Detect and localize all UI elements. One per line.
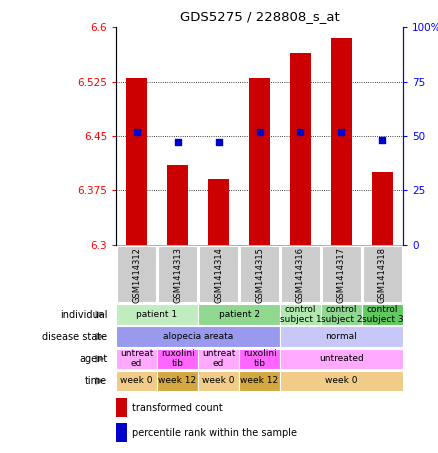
Text: alopecia areata: alopecia areata (163, 332, 233, 341)
Bar (249, 78, 270, 245)
Text: control
subject 1: control subject 1 (280, 305, 321, 324)
Text: control
subject 2: control subject 2 (321, 305, 362, 324)
Bar (208, 179, 229, 245)
Text: week 0: week 0 (325, 376, 358, 386)
Bar (240, 348, 279, 369)
Bar (116, 424, 127, 442)
Bar (198, 371, 239, 391)
Bar (117, 348, 157, 369)
Text: GSM1414318: GSM1414318 (378, 247, 387, 303)
Title: GDS5275 / 228808_s_at: GDS5275 / 228808_s_at (180, 10, 339, 23)
Text: week 12: week 12 (159, 376, 197, 386)
Bar (362, 304, 403, 325)
Text: untreat
ed: untreat ed (120, 349, 153, 368)
Text: agent: agent (79, 354, 107, 364)
Text: GSM1414312: GSM1414312 (132, 247, 141, 303)
Polygon shape (95, 377, 105, 385)
Bar (126, 78, 147, 245)
Bar (363, 246, 402, 302)
Bar (117, 304, 198, 325)
Bar (280, 304, 321, 325)
Bar (198, 304, 279, 325)
Bar (321, 304, 361, 325)
Bar (117, 371, 157, 391)
Bar (322, 246, 361, 302)
Text: ruxolini
tib: ruxolini tib (243, 349, 276, 368)
Text: GSM1414317: GSM1414317 (337, 247, 346, 303)
Point (215, 139, 222, 146)
Text: patient 1: patient 1 (137, 310, 178, 319)
Bar (280, 327, 403, 347)
Bar (240, 246, 279, 302)
Bar (290, 53, 311, 245)
Bar (240, 371, 279, 391)
Text: GSM1414315: GSM1414315 (255, 247, 264, 303)
Text: percentile rank within the sample: percentile rank within the sample (132, 428, 297, 438)
Bar (116, 399, 127, 417)
Bar (199, 246, 238, 302)
Bar (280, 371, 403, 391)
Bar (281, 246, 320, 302)
Text: time: time (85, 376, 107, 386)
Text: GSM1414313: GSM1414313 (173, 247, 182, 303)
Text: week 0: week 0 (120, 376, 153, 386)
Text: patient 2: patient 2 (219, 310, 260, 319)
Point (133, 128, 140, 135)
Text: untreated: untreated (319, 354, 364, 363)
Bar (280, 348, 403, 369)
Point (379, 137, 386, 144)
Bar (117, 327, 279, 347)
Point (297, 128, 304, 135)
Polygon shape (95, 333, 105, 341)
Polygon shape (95, 355, 105, 363)
Text: normal: normal (325, 332, 357, 341)
Bar (158, 348, 198, 369)
Polygon shape (95, 310, 105, 318)
Bar (198, 348, 239, 369)
Bar (158, 246, 197, 302)
Text: week 0: week 0 (202, 376, 235, 386)
Text: untreat
ed: untreat ed (202, 349, 235, 368)
Bar (372, 172, 393, 245)
Text: GSM1414316: GSM1414316 (296, 247, 305, 303)
Bar (167, 165, 188, 245)
Text: disease state: disease state (42, 332, 107, 342)
Text: control
subject 3: control subject 3 (362, 305, 403, 324)
Point (256, 128, 263, 135)
Bar (117, 246, 156, 302)
Text: individual: individual (60, 309, 107, 319)
Bar (158, 371, 198, 391)
Text: GSM1414314: GSM1414314 (214, 247, 223, 303)
Point (338, 128, 345, 135)
Text: ruxolini
tib: ruxolini tib (161, 349, 194, 368)
Bar (331, 38, 352, 245)
Text: transformed count: transformed count (132, 403, 223, 413)
Point (174, 139, 181, 146)
Text: week 12: week 12 (240, 376, 279, 386)
